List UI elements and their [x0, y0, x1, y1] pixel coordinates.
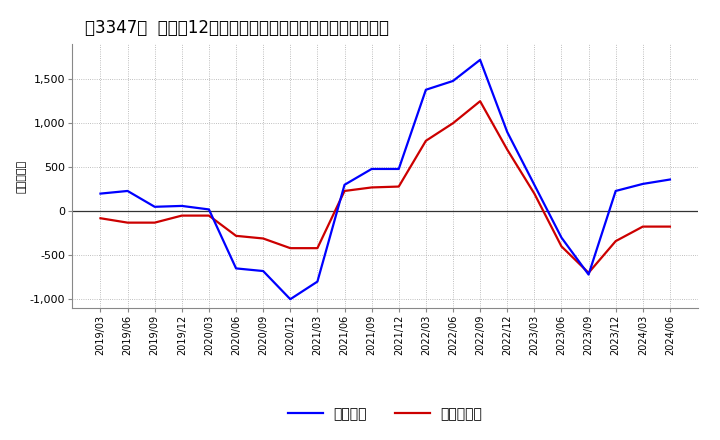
当期純利益 — [503, 147, 511, 152]
当期純利益 — [639, 224, 647, 229]
経常利益 — [639, 181, 647, 187]
経常利益 — [150, 204, 159, 209]
経常利益 — [123, 188, 132, 194]
経常利益 — [449, 78, 457, 84]
Text: ［3347］  利益の12か月移動合計の対前年同期増減額の推移: ［3347］ 利益の12か月移動合計の対前年同期増減額の推移 — [84, 19, 389, 37]
当期純利益 — [584, 270, 593, 275]
Line: 経常利益: 経常利益 — [101, 60, 670, 299]
当期純利益 — [232, 233, 240, 238]
当期純利益 — [665, 224, 674, 229]
経常利益 — [530, 182, 539, 187]
経常利益 — [367, 166, 376, 172]
経常利益 — [341, 182, 349, 187]
当期純利益 — [259, 236, 268, 241]
経常利益 — [232, 266, 240, 271]
経常利益 — [178, 203, 186, 209]
当期純利益 — [341, 188, 349, 194]
経常利益 — [611, 188, 620, 194]
当期純利益 — [557, 244, 566, 249]
経常利益 — [557, 235, 566, 240]
経常利益 — [204, 207, 213, 212]
当期純利益 — [530, 191, 539, 196]
当期純利益 — [449, 121, 457, 126]
当期純利益 — [204, 213, 213, 218]
Line: 当期純利益: 当期純利益 — [101, 101, 670, 273]
経常利益 — [665, 177, 674, 182]
当期純利益 — [421, 138, 430, 143]
経常利益 — [313, 279, 322, 284]
当期純利益 — [96, 216, 105, 221]
当期純利益 — [313, 246, 322, 251]
当期純利益 — [367, 185, 376, 190]
経常利益 — [584, 272, 593, 277]
Legend: 経常利益, 当期純利益: 経常利益, 当期純利益 — [288, 407, 482, 422]
当期純利益 — [476, 99, 485, 104]
当期純利益 — [286, 246, 294, 251]
当期純利益 — [150, 220, 159, 225]
経常利益 — [395, 166, 403, 172]
当期純利益 — [395, 184, 403, 189]
当期純利益 — [178, 213, 186, 218]
当期純利益 — [123, 220, 132, 225]
経常利益 — [286, 297, 294, 302]
経常利益 — [96, 191, 105, 196]
当期純利益 — [611, 238, 620, 244]
Y-axis label: （百万円）: （百万円） — [17, 159, 27, 193]
経常利益 — [476, 57, 485, 62]
経常利益 — [259, 268, 268, 274]
経常利益 — [421, 87, 430, 92]
経常利益 — [503, 129, 511, 135]
